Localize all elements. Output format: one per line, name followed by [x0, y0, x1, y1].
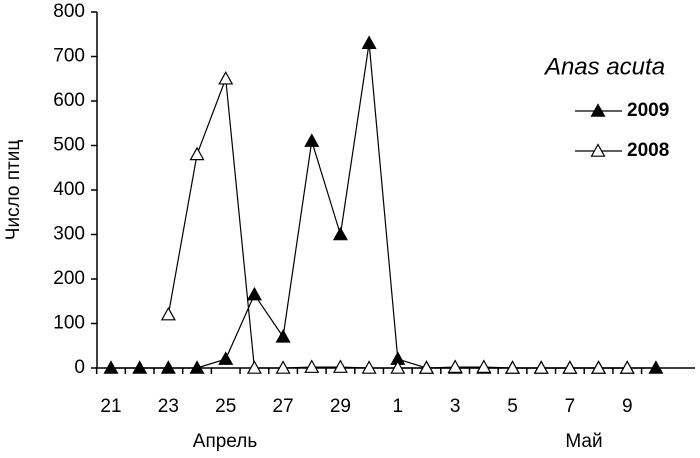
data-point	[218, 351, 234, 365]
data-point	[304, 359, 320, 373]
data-point	[275, 329, 291, 343]
y-tick-label: 100	[53, 313, 85, 334]
y-tick-label: 700	[53, 46, 85, 67]
data-point	[505, 360, 521, 374]
y-tick-label: 200	[53, 268, 85, 289]
data-point	[246, 360, 262, 374]
y-tick-label: 0	[74, 357, 85, 378]
y-tick-label: 300	[53, 224, 85, 245]
series-line	[111, 43, 656, 369]
x-tick-label: 29	[330, 396, 351, 417]
data-point	[160, 360, 176, 374]
data-point	[132, 360, 148, 374]
y-axis-label: Число птиц	[3, 140, 24, 241]
x-tick-label: 9	[622, 396, 633, 417]
month-label: Май	[565, 431, 602, 452]
data-point	[189, 146, 205, 161]
data-point	[275, 360, 291, 374]
legend-marker	[590, 103, 606, 117]
data-point	[246, 286, 262, 301]
y-tick-label: 500	[53, 135, 85, 156]
data-point	[361, 35, 377, 49]
data-point	[189, 360, 205, 374]
data-point	[476, 359, 492, 373]
x-tick-label: 5	[507, 396, 518, 417]
x-tick-label: 1	[393, 396, 404, 417]
x-tick-label: 7	[565, 396, 576, 417]
y-tick-label: 800	[53, 1, 85, 22]
data-point	[648, 360, 664, 374]
x-tick-label: 21	[100, 396, 121, 417]
legend-label: 2008	[627, 140, 669, 161]
data-point	[562, 360, 578, 374]
x-tick-label: 27	[273, 396, 294, 417]
data-point	[332, 226, 348, 241]
data-point	[390, 360, 406, 374]
data-point	[418, 360, 434, 374]
data-point	[304, 133, 320, 147]
data-point	[160, 306, 176, 321]
data-point	[591, 360, 607, 374]
month-label: Апрель	[193, 431, 258, 452]
x-tick-label: 25	[215, 396, 236, 417]
legend-marker	[590, 143, 606, 157]
data-point	[619, 360, 635, 374]
data-point	[218, 71, 234, 85]
data-point	[361, 360, 377, 374]
legend-label: 2009	[627, 100, 669, 121]
x-tick-label: 23	[158, 396, 179, 417]
data-point	[332, 359, 348, 373]
data-point	[533, 360, 549, 374]
series-line	[167, 78, 628, 369]
legend-title: Anas acuta	[543, 53, 665, 80]
y-tick-label: 400	[53, 179, 85, 200]
data-point	[103, 360, 119, 374]
x-tick-label: 3	[450, 396, 461, 417]
data-point	[447, 359, 463, 373]
y-tick-label: 600	[53, 90, 85, 111]
